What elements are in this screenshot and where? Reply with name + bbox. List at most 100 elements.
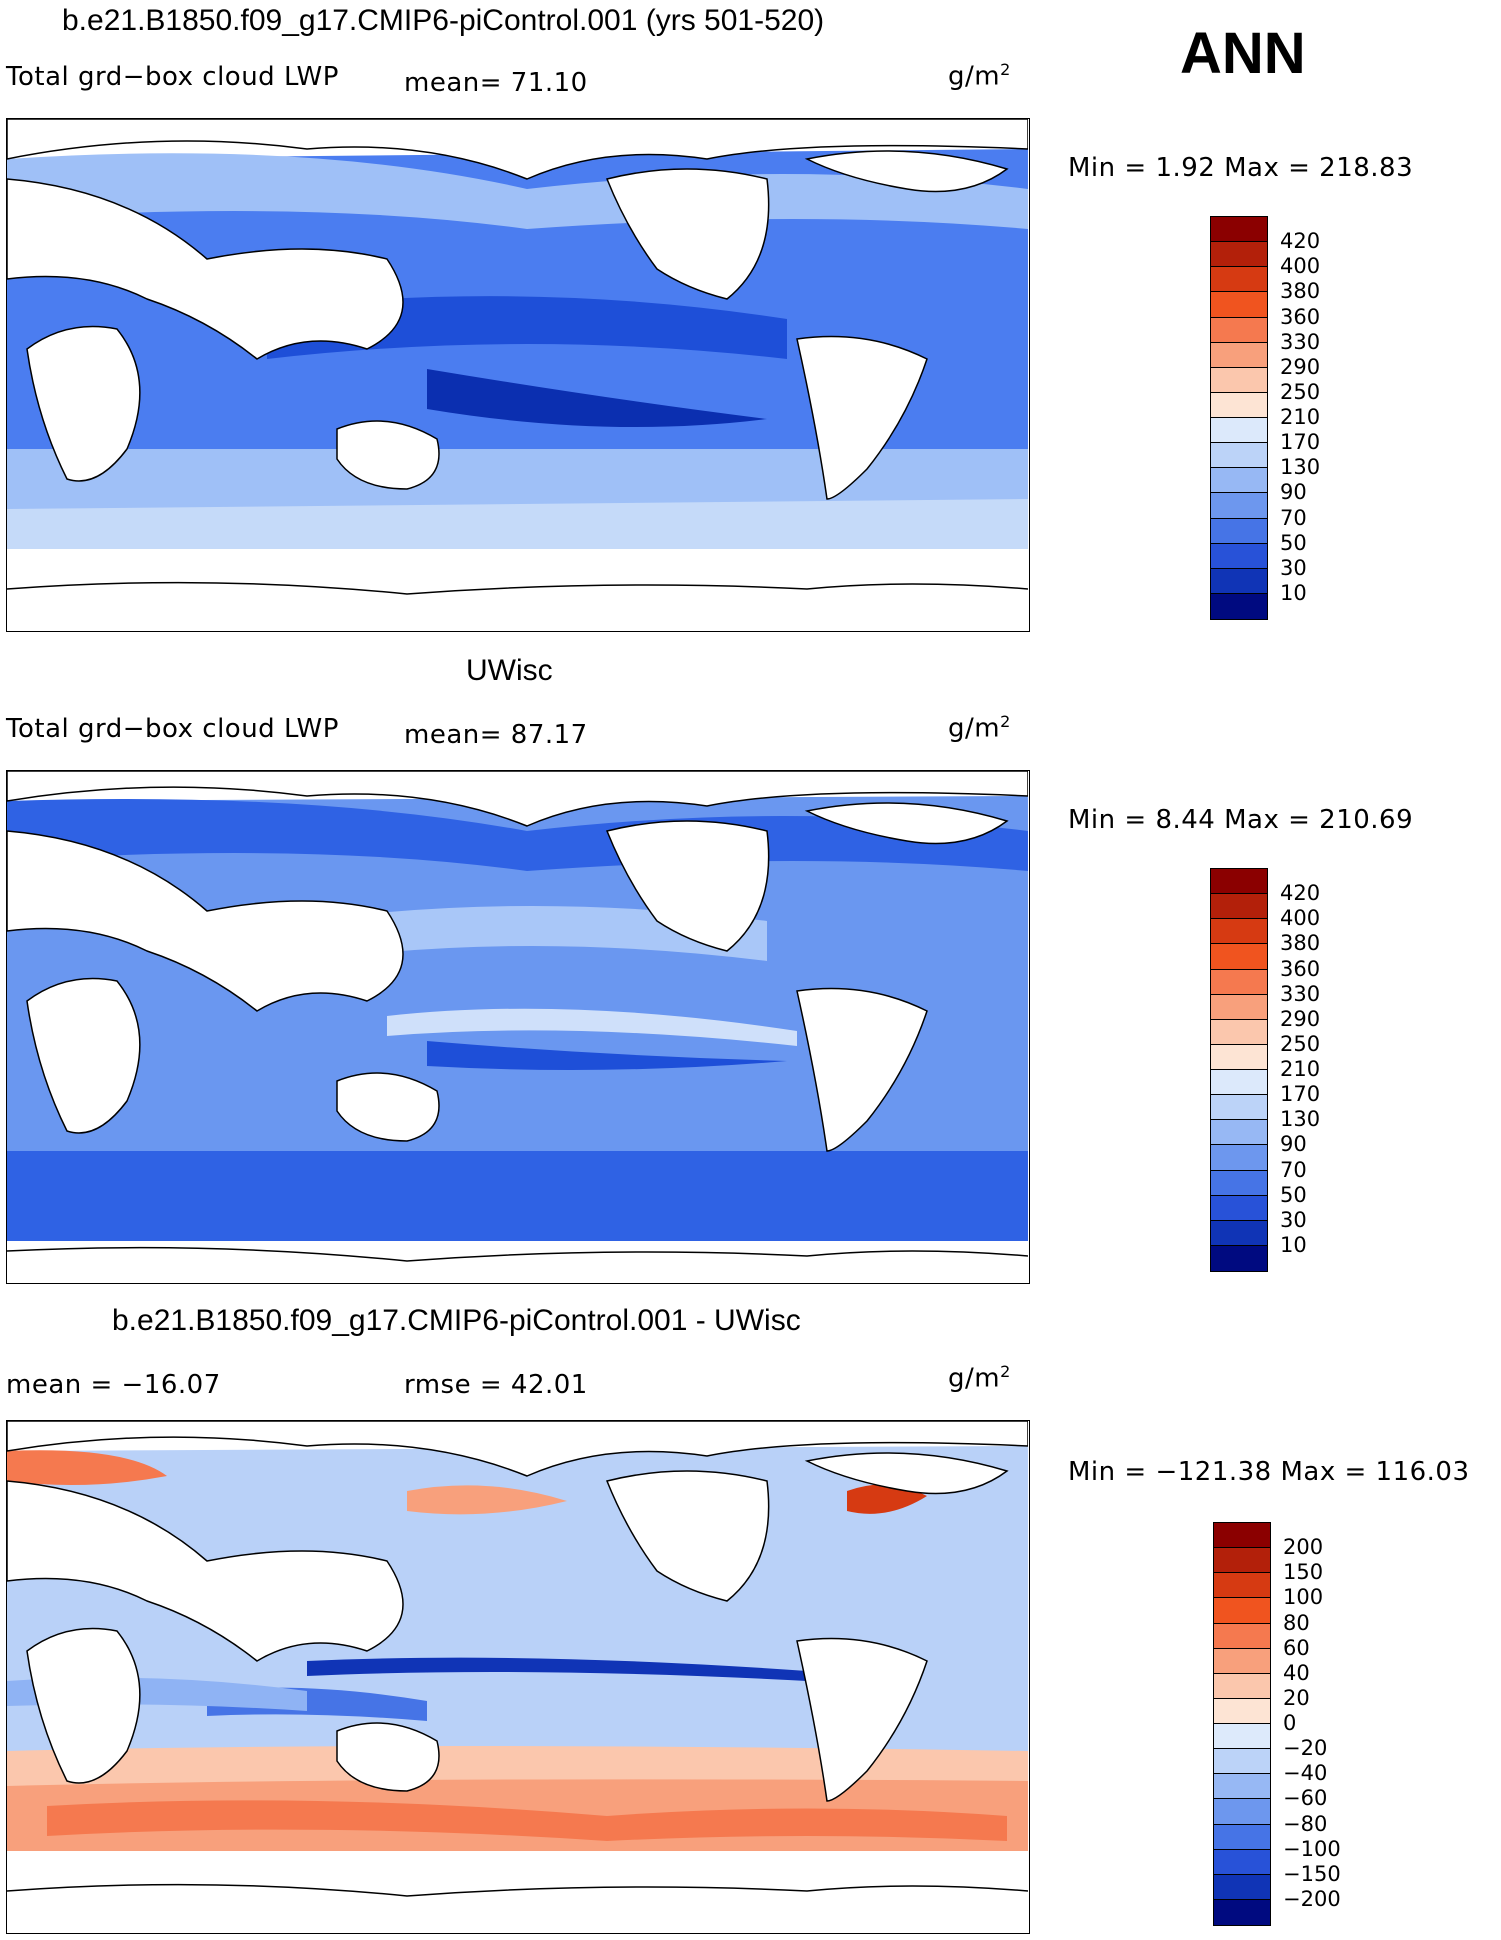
colorbar-segment <box>1211 468 1267 494</box>
panel1-map <box>6 118 1030 632</box>
colorbar-segment <box>1211 1044 1267 1070</box>
colorbar-segment <box>1214 1523 1270 1549</box>
panel3-minmax: Min = −121.38 Max = 116.03 <box>1068 1457 1470 1487</box>
panel2-map-field <box>7 771 1028 1282</box>
colorbar-segment <box>1211 593 1267 619</box>
colorbar-segment <box>1214 1749 1270 1775</box>
colorbar-segment <box>1211 1170 1267 1196</box>
colorbar-segment <box>1211 969 1267 995</box>
colorbar-tick-label: 250 <box>1280 379 1321 404</box>
colorbar-segment <box>1211 543 1267 569</box>
colorbar-segment <box>1214 1673 1270 1699</box>
panel1-mean: mean= 71.10 <box>404 68 588 98</box>
colorbar-tick-label: 250 <box>1280 1031 1321 1056</box>
colorbar-tick-label: 130 <box>1280 455 1321 480</box>
colorbar-tick-label: 330 <box>1280 981 1321 1006</box>
colorbar-tick-label: 70 <box>1280 1157 1307 1182</box>
panel2-colorbar <box>1210 868 1268 1272</box>
colorbar-segment <box>1211 518 1267 544</box>
colorbar-tick-label: −200 <box>1283 1886 1341 1911</box>
colorbar-segment <box>1211 342 1267 368</box>
colorbar-segment <box>1211 568 1267 594</box>
colorbar-tick-label: 20 <box>1283 1685 1310 1710</box>
colorbar-segment <box>1211 919 1267 945</box>
panel3-colorbar <box>1213 1522 1271 1926</box>
colorbar-tick-label: 210 <box>1280 1057 1321 1081</box>
panel3-mean: mean = −16.07 <box>6 1370 221 1400</box>
panel3-units: g/m2 <box>948 1362 1011 1394</box>
colorbar-segment <box>1211 242 1267 268</box>
panel2-units: g/m2 <box>948 712 1011 744</box>
colorbar-tick-label: 10 <box>1280 1232 1307 1257</box>
colorbar-segment <box>1214 1623 1270 1649</box>
colorbar-tick-label: 80 <box>1283 1610 1310 1635</box>
colorbar-segment <box>1214 1548 1270 1574</box>
colorbar-segment <box>1211 443 1267 469</box>
colorbar-tick-label: 290 <box>1280 354 1321 379</box>
colorbar-tick-label: 50 <box>1280 530 1307 555</box>
colorbar-tick-label: 90 <box>1280 480 1307 505</box>
colorbar-segment <box>1211 418 1267 444</box>
colorbar-segment <box>1211 267 1267 293</box>
colorbar-tick-label: 0 <box>1283 1711 1297 1735</box>
colorbar-segment <box>1214 1874 1270 1900</box>
colorbar-segment <box>1211 217 1267 243</box>
colorbar-tick-label: 10 <box>1280 580 1307 605</box>
colorbar-tick-label: 40 <box>1283 1660 1310 1685</box>
panel1-minmax: Min = 1.92 Max = 218.83 <box>1068 153 1414 183</box>
colorbar-tick-label: 150 <box>1283 1560 1324 1585</box>
colorbar-segment <box>1211 1019 1267 1045</box>
colorbar-segment <box>1211 1195 1267 1221</box>
panel1-units: g/m2 <box>948 60 1011 92</box>
colorbar-tick-label: 290 <box>1280 1006 1321 1031</box>
colorbar-segment <box>1211 1070 1267 1096</box>
colorbar-tick-label: 70 <box>1280 505 1307 530</box>
colorbar-segment <box>1214 1849 1270 1875</box>
panel3-title: b.e21.B1850.f09_g17.CMIP6-piControl.001 … <box>112 1304 801 1337</box>
colorbar-segment <box>1211 392 1267 418</box>
colorbar-tick-label: 200 <box>1283 1535 1324 1560</box>
colorbar-segment <box>1214 1824 1270 1850</box>
colorbar-segment <box>1214 1799 1270 1825</box>
colorbar-segment <box>1211 292 1267 318</box>
colorbar-tick-label: −100 <box>1283 1836 1341 1861</box>
panel3-map <box>6 1420 1030 1934</box>
colorbar-segment <box>1211 1095 1267 1121</box>
colorbar-tick-label: 30 <box>1280 555 1307 580</box>
colorbar-tick-label: 100 <box>1283 1585 1324 1610</box>
colorbar-tick-label: 400 <box>1280 254 1321 279</box>
panel1-title: b.e21.B1850.f09_g17.CMIP6-piControl.001 … <box>62 4 825 37</box>
colorbar-tick-label: 170 <box>1280 430 1321 455</box>
colorbar-segment <box>1211 994 1267 1020</box>
panel1-map-field <box>7 119 1028 630</box>
colorbar-tick-label: −80 <box>1283 1811 1328 1836</box>
colorbar-segment <box>1211 367 1267 393</box>
colorbar-tick-label: 380 <box>1280 931 1321 956</box>
colorbar-tick-label: −150 <box>1283 1861 1341 1886</box>
panel3-rmse: rmse = 42.01 <box>404 1370 588 1400</box>
panel2-mean: mean= 87.17 <box>404 720 588 750</box>
colorbar-segment <box>1214 1648 1270 1674</box>
panel1-field-label: Total grd−box cloud LWP <box>6 62 339 92</box>
colorbar-segment <box>1211 944 1267 970</box>
colorbar-tick-label: 380 <box>1280 279 1321 304</box>
colorbar-segment <box>1211 869 1267 895</box>
colorbar-segment <box>1211 1220 1267 1246</box>
colorbar-segment <box>1211 1120 1267 1146</box>
panel2-title: UWisc <box>466 654 553 687</box>
season-label: ANN <box>1180 21 1306 86</box>
colorbar-tick-label: −60 <box>1283 1786 1328 1811</box>
colorbar-segment <box>1214 1899 1270 1925</box>
panel2-field-label: Total grd−box cloud LWP <box>6 714 339 744</box>
colorbar-segment <box>1214 1573 1270 1599</box>
colorbar-tick-label: 420 <box>1280 229 1321 254</box>
colorbar-segment <box>1211 1145 1267 1171</box>
colorbar-tick-label: 420 <box>1280 881 1321 906</box>
colorbar-tick-label: −40 <box>1283 1761 1328 1786</box>
colorbar-tick-label: 210 <box>1280 405 1321 429</box>
colorbar-tick-label: −20 <box>1283 1736 1328 1761</box>
colorbar-tick-label: 50 <box>1280 1182 1307 1207</box>
colorbar-tick-label: 90 <box>1280 1132 1307 1157</box>
colorbar-tick-label: 60 <box>1283 1635 1310 1660</box>
colorbar-tick-label: 330 <box>1280 329 1321 354</box>
